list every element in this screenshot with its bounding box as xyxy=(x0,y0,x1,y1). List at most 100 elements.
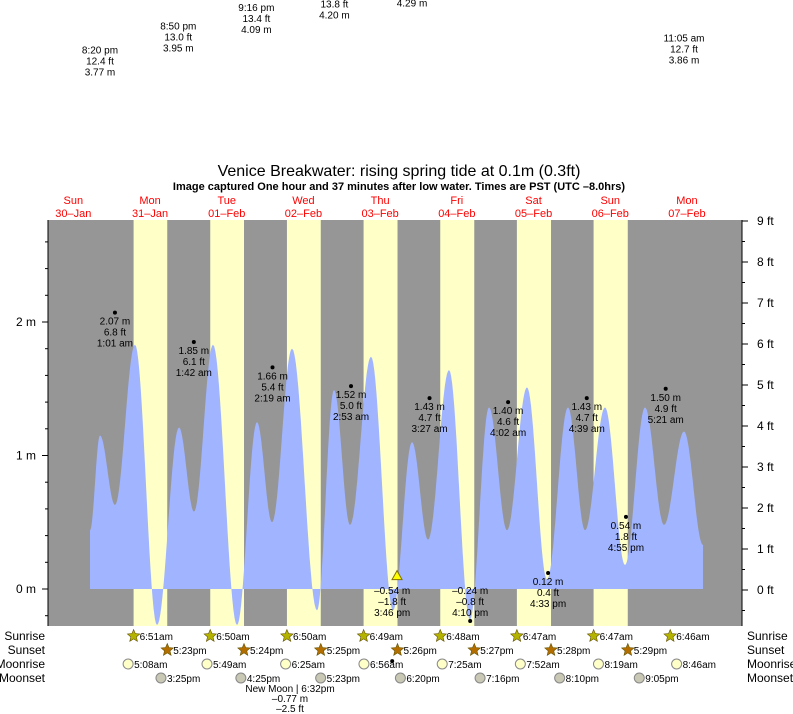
high-tide-height-m: 3.86 m xyxy=(669,56,700,67)
tide-height-m: –0.54 m xyxy=(374,586,410,597)
tide-time: 3:27 am xyxy=(411,424,447,435)
moonrise-time: 7:52am xyxy=(526,660,559,671)
left-tick-label: 2 m xyxy=(16,315,36,329)
day-name-label: Sun xyxy=(64,195,84,207)
moonset-time: 9:05pm xyxy=(645,674,678,685)
right-tick-label: 2 ft xyxy=(757,501,774,515)
tide-height-m: 2.07 m xyxy=(100,317,131,328)
day-date-label: 03–Feb xyxy=(361,208,398,220)
tide-height-ft: 4.6 ft xyxy=(497,417,519,428)
tide-height-m: 1.50 m xyxy=(650,393,681,404)
tide-point xyxy=(468,619,473,624)
moonrise-icon xyxy=(436,658,448,670)
row-label-left: Moonrise xyxy=(0,657,45,671)
high-tide-height-ft: 13.4 ft xyxy=(242,14,270,25)
sunset-icon xyxy=(160,642,175,656)
tide-time: 2:19 am xyxy=(254,393,290,404)
new-moon-label: New Moon | 6:32pm xyxy=(245,684,334,695)
tide-height-ft: –1.8 ft xyxy=(378,597,406,608)
sunrise-time: 6:50am xyxy=(293,632,326,643)
day-name-label: Mon xyxy=(676,195,697,207)
row-label-left: Sunrise xyxy=(4,629,45,643)
tide-height-m: 1.43 m xyxy=(414,402,445,413)
tide-point xyxy=(349,384,354,389)
day-date-label: 05–Feb xyxy=(515,208,552,220)
moonrise-time: 6:25am xyxy=(292,660,325,671)
high-tide-height-ft: 12.4 ft xyxy=(86,57,114,68)
moonrise-icon xyxy=(358,658,370,670)
left-tick-label: 0 m xyxy=(16,582,36,596)
chart-title: Venice Breakwater: rising spring tide at… xyxy=(218,163,581,180)
sunrise-time: 6:50am xyxy=(216,632,249,643)
sunrise-icon xyxy=(509,628,524,642)
sunset-icon xyxy=(237,642,251,656)
tide-height-ft: –0.8 ft xyxy=(456,597,484,608)
sunrise-icon xyxy=(586,628,601,642)
high-tide-time: 8:20 pm xyxy=(82,46,118,57)
sunrise-time: 6:49am xyxy=(370,632,403,643)
new-moon-low-m: –0.77 m xyxy=(272,694,308,705)
tide-point xyxy=(390,659,395,664)
moonset-icon xyxy=(554,672,566,684)
high-tide-height-ft: 13.8 ft xyxy=(320,0,348,10)
sunrise-icon xyxy=(203,628,218,642)
moonrise-time: 8:46am xyxy=(683,660,716,671)
high-tide-height-m: 4.29 m xyxy=(397,0,428,9)
high-tide-time: 11:05 am xyxy=(664,34,705,45)
sunrise-icon xyxy=(433,628,448,642)
sunrise-time: 6:48am xyxy=(446,632,479,643)
right-tick-label: 4 ft xyxy=(757,419,774,433)
moonrise-time: 8:19am xyxy=(604,660,637,671)
day-name-label: Fri xyxy=(450,195,463,207)
sunrise-time: 6:46am xyxy=(676,632,709,643)
moonset-icon xyxy=(633,672,645,684)
moonrise-icon xyxy=(592,658,604,670)
tide-time: 5:21 am xyxy=(648,415,684,426)
moonrise-time: 7:25am xyxy=(448,660,481,671)
tide-point xyxy=(506,400,511,405)
plot-area: 0 m 1 m 2 m 0 ft 1 ft 2 ft 3 ft 4 ft 5 ft 6 ft 7 f… xyxy=(16,214,774,626)
moonrise-icon xyxy=(671,658,683,670)
tide-height-m: 1.66 m xyxy=(257,371,288,382)
day-date-label: 07–Feb xyxy=(668,208,705,220)
tide-time: 4:10 pm xyxy=(452,608,488,619)
day-name-label: Sun xyxy=(600,195,620,207)
tide-time: 1:01 am xyxy=(97,339,133,350)
tide-point xyxy=(584,396,589,401)
moonset-time: 5:23pm xyxy=(327,674,360,685)
sunset-time: 5:26pm xyxy=(404,646,437,657)
sunset-icon xyxy=(544,642,558,656)
tide-point xyxy=(546,570,551,575)
tide-curve xyxy=(89,344,703,625)
tide-time: 4:02 am xyxy=(490,428,526,439)
tide-height-m: 1.52 m xyxy=(336,390,367,401)
moonset-icon xyxy=(155,672,167,684)
tide-height-ft: 6.8 ft xyxy=(104,328,126,339)
moonset-icon xyxy=(235,672,247,684)
left-tick-label: 1 m xyxy=(16,449,36,463)
sunset-time: 5:24pm xyxy=(250,646,283,657)
moonrise-icon xyxy=(514,658,526,670)
high-tide-time: 9:16 pm xyxy=(238,3,274,14)
day-name-label: Mon xyxy=(139,195,160,207)
high-tide-time: 8:50 pm xyxy=(160,22,196,33)
high-tide-height-m: 4.20 m xyxy=(319,10,350,21)
day-name-label: Wed xyxy=(292,195,314,207)
right-tick-label: 6 ft xyxy=(757,337,774,351)
moonset-time: 8:10pm xyxy=(566,674,599,685)
sunset-time: 5:25pm xyxy=(327,646,360,657)
day-date-label: 31–Jan xyxy=(132,208,168,220)
row-label-right: Sunrise xyxy=(747,629,788,643)
right-tick-label: 1 ft xyxy=(757,542,774,556)
moonset-time: 6:20pm xyxy=(406,674,439,685)
day-name-label: Tue xyxy=(217,195,236,207)
tide-height-ft: 4.9 ft xyxy=(655,404,677,415)
day-date-label: 01–Feb xyxy=(208,208,245,220)
sunrise-time: 6:51am xyxy=(140,632,173,643)
high-tide-height-m: 4.09 m xyxy=(241,25,272,36)
tide-time: 1:42 am xyxy=(176,368,212,379)
moonset-time: 3:25pm xyxy=(167,674,200,685)
day-date-label: 02–Feb xyxy=(285,208,322,220)
